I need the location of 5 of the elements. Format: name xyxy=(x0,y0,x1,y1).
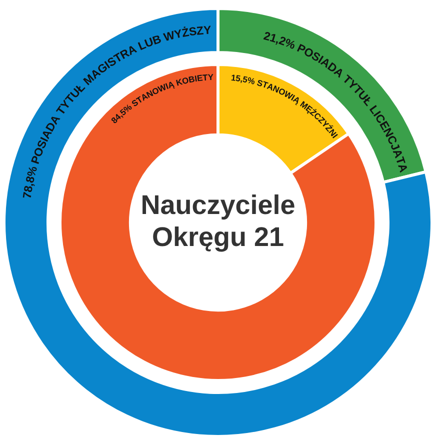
data-label: 21,2% xyxy=(262,30,297,52)
data-label: 15,5% xyxy=(230,72,256,87)
data-label: 78,8% xyxy=(22,165,40,200)
category-label: STANOWIĄ MĘŻCZYŹNI xyxy=(256,77,340,140)
text: Nauczyciele Okręgu 21 xyxy=(140,190,296,252)
